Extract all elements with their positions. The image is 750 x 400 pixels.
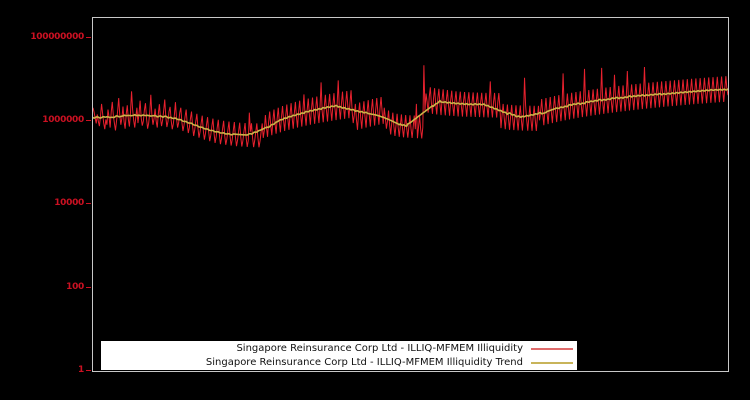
y-tick-mark bbox=[86, 286, 91, 288]
legend-swatch-illiquidity-trend bbox=[531, 362, 573, 364]
y-tick-label: 1 bbox=[78, 365, 84, 375]
legend-swatch-illiquidity bbox=[531, 348, 573, 350]
illiquidity-trend-line bbox=[93, 88, 728, 136]
illiquidity-series-line bbox=[93, 65, 728, 148]
y-tick-mark bbox=[86, 370, 91, 371]
y-tick-label: 100 bbox=[66, 281, 84, 292]
y-tick-label: 100000000 bbox=[30, 31, 84, 42]
y-tick-label: 10000 bbox=[54, 198, 84, 209]
legend-label-illiquidity-trend: Singapore Reinsurance Corp Ltd - ILLIQ-M… bbox=[205, 357, 523, 368]
y-tick-label: 1000000 bbox=[42, 115, 84, 126]
plot-area bbox=[92, 17, 729, 372]
y-tick-mark bbox=[86, 36, 91, 38]
y-tick-mark bbox=[86, 120, 91, 122]
chart-canvas bbox=[93, 65, 728, 148]
chart-legend: Singapore Reinsurance Corp Ltd - ILLIQ-M… bbox=[100, 340, 578, 371]
legend-entry-illiquidity-trend: Singapore Reinsurance Corp Ltd - ILLIQ-M… bbox=[101, 356, 577, 370]
legend-label-illiquidity: Singapore Reinsurance Corp Ltd - ILLIQ-M… bbox=[236, 343, 523, 354]
legend-entry-illiquidity: Singapore Reinsurance Corp Ltd - ILLIQ-M… bbox=[101, 342, 577, 356]
y-axis: 100000000 1000000 10000 100 1 bbox=[0, 0, 91, 400]
y-tick-mark bbox=[86, 203, 91, 205]
